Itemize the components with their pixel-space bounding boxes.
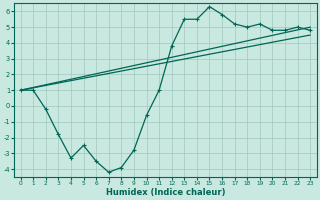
X-axis label: Humidex (Indice chaleur): Humidex (Indice chaleur): [106, 188, 225, 197]
